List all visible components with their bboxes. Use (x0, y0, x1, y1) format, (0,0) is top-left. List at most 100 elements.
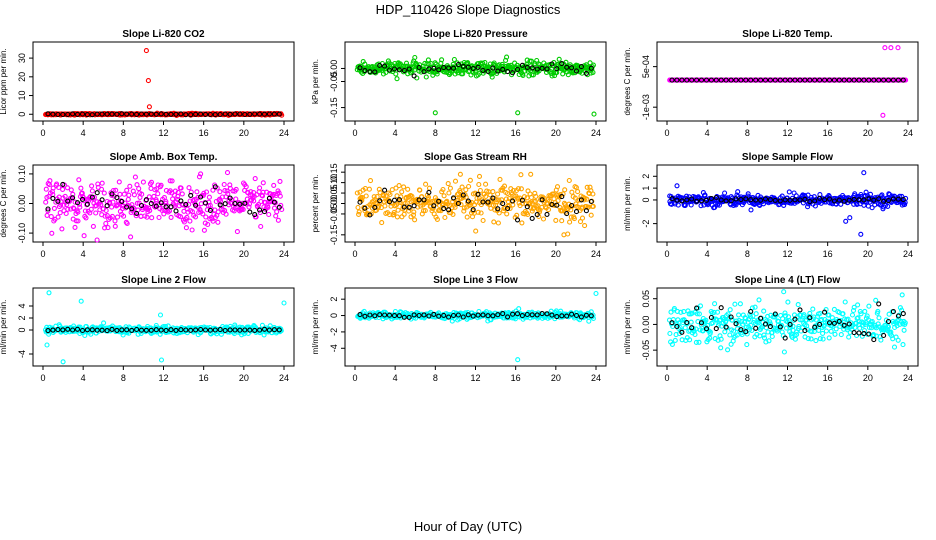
overlay-point (193, 202, 199, 208)
data-point (569, 189, 575, 195)
panel-title: Slope Line 3 Flow (433, 275, 518, 286)
data-point (669, 341, 675, 347)
data-point (776, 319, 782, 325)
data-point (748, 207, 754, 213)
overlay-point (743, 196, 749, 202)
x-tick-label: 0 (352, 373, 357, 383)
overlay-point (99, 327, 105, 333)
overlay-point (485, 313, 491, 319)
outlier-point (880, 112, 886, 118)
data-point (532, 190, 538, 196)
overlay-point (475, 312, 481, 318)
y-tick-label: 2 (17, 315, 27, 320)
overlay-point (728, 198, 734, 204)
overlay-point (713, 77, 719, 83)
overlay-point (510, 198, 516, 204)
data-point (102, 225, 108, 231)
overlay-point (465, 312, 471, 318)
data-point (492, 207, 498, 213)
overlay-point (134, 111, 140, 117)
x-tick-label: 0 (40, 128, 45, 138)
panel-y-label: ml/min per min. (623, 176, 632, 231)
data-point (488, 205, 494, 211)
overlay-point (84, 201, 90, 207)
data-point (533, 193, 539, 199)
data-point (239, 332, 245, 338)
panel-y-label: Licor ppm per min. (0, 48, 8, 114)
x-tick-label: 20 (551, 249, 561, 259)
data-point (399, 189, 405, 195)
overlay-point (276, 204, 282, 210)
overlay-point (455, 312, 461, 318)
overlay-point (881, 77, 887, 83)
overlay-point (851, 77, 857, 83)
data-point (490, 202, 496, 208)
overlay-point (505, 205, 511, 212)
overlay-point (777, 77, 783, 83)
overlay-point (698, 77, 705, 83)
data-point (519, 220, 525, 226)
data-point (200, 211, 206, 217)
overlay-point (441, 65, 447, 71)
y-tick-label: -2 (641, 220, 651, 228)
overlay-point (426, 66, 432, 72)
data-point (75, 209, 81, 215)
data-point (667, 330, 673, 337)
overlay-point (762, 196, 769, 202)
overlay-point (163, 111, 169, 117)
overlay-point (183, 112, 189, 118)
overlay-point (529, 215, 535, 221)
data-point (259, 322, 265, 328)
data-point (507, 205, 513, 211)
outlier-point (515, 357, 521, 363)
overlay-point (856, 197, 862, 203)
overlay-point (70, 195, 76, 201)
overlay-point (782, 77, 788, 83)
overlay-point (55, 111, 61, 118)
panel-frame (344, 287, 607, 367)
data-point (522, 68, 528, 74)
overlay-point (876, 301, 882, 307)
outlier-point (281, 300, 287, 306)
data-point (369, 63, 375, 70)
data-point (897, 305, 903, 311)
data-point (571, 216, 577, 222)
overlay-point (266, 327, 272, 333)
overlay-point (163, 204, 169, 210)
data-point (411, 67, 417, 73)
overlay-point (519, 313, 525, 319)
data-point (747, 314, 753, 320)
overlay-point (431, 65, 437, 71)
data-point (439, 57, 445, 63)
data-point (820, 336, 826, 342)
overlay-point (212, 112, 218, 118)
overlay-point (753, 77, 759, 83)
data-point (831, 306, 837, 312)
data-point (496, 210, 502, 216)
data-point (367, 178, 374, 184)
x-tick-label: 16 (199, 128, 209, 138)
overlay-point (679, 198, 685, 204)
overlay-point (762, 77, 769, 83)
outlier-point (515, 110, 521, 116)
data-point (780, 316, 786, 322)
overlay-point (738, 197, 744, 203)
data-point (480, 217, 486, 224)
data-point (573, 201, 579, 207)
data-point (749, 327, 755, 334)
data-point (540, 216, 547, 222)
overlay-point (441, 312, 447, 318)
data-point (722, 329, 728, 335)
data-point (735, 189, 741, 195)
outlier-point (476, 173, 483, 179)
overlay-point (679, 329, 685, 335)
x-tick-label: 4 (393, 373, 398, 383)
data-point (422, 208, 428, 214)
overlay-point (222, 111, 228, 117)
data-point (849, 312, 856, 318)
data-point (736, 318, 742, 324)
data-point (82, 332, 88, 339)
overlay-point (767, 77, 773, 83)
overlay-point (217, 327, 223, 333)
